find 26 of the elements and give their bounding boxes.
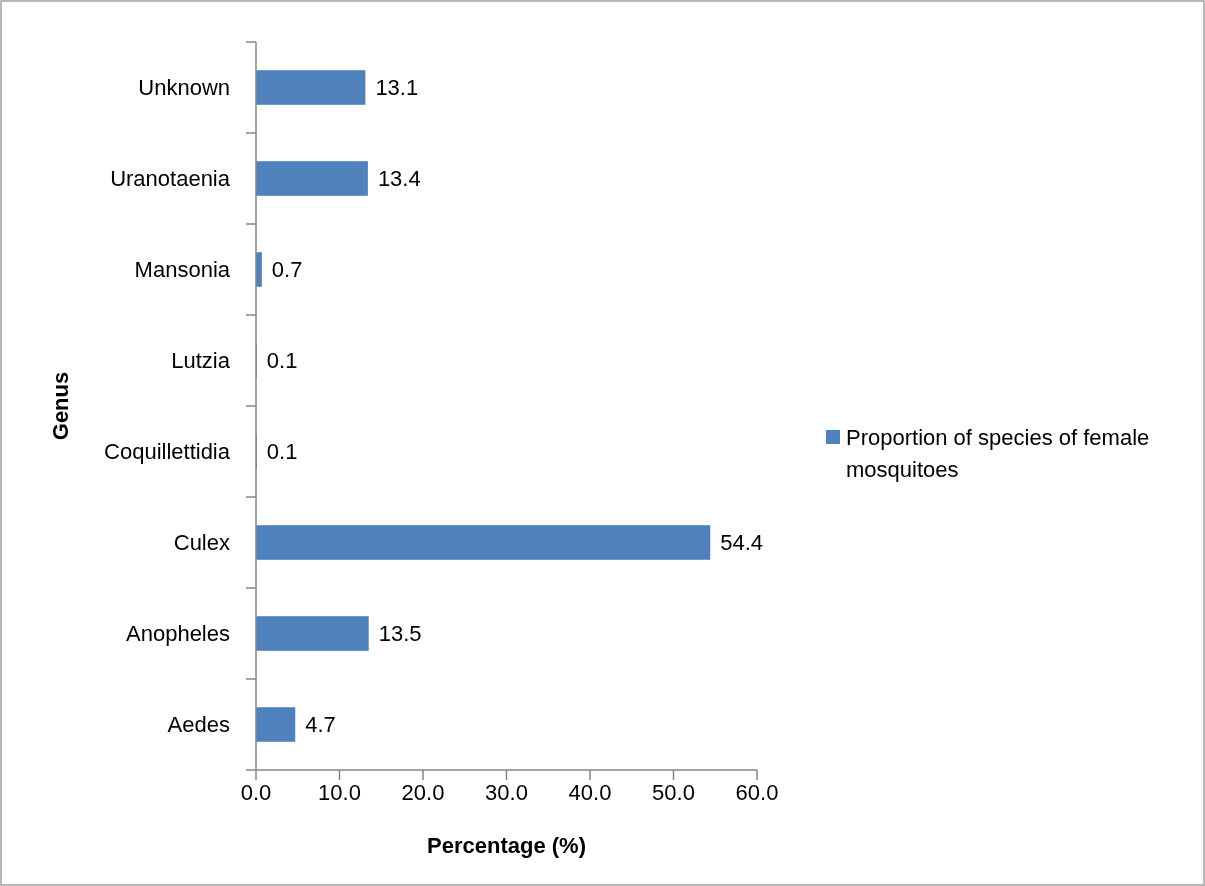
data-label: 0.1 [266, 439, 298, 465]
data-label: 0.1 [266, 348, 298, 374]
y-tick-label: Unknown [138, 75, 230, 101]
x-tick-label: 10.0 [318, 780, 361, 805]
y-tick-label: Aedes [167, 712, 230, 738]
x-tick-label: 60.0 [735, 780, 779, 805]
y-tick-label: Mansonia [134, 257, 231, 283]
x-tick-label: 30.0 [485, 780, 528, 805]
y-tick-label: Anopheles [126, 621, 230, 647]
data-label: 13.4 [377, 166, 421, 192]
x-tick-label: 50.0 [652, 780, 695, 805]
y-tick-label: Lutzia [171, 348, 231, 374]
y-axis-title: Genus [48, 371, 73, 441]
data-label: 13.1 [375, 75, 419, 101]
x-tick-label: 0.0 [240, 780, 272, 805]
x-tick-label: 40.0 [568, 780, 612, 805]
legend-label: Proportion of species of female mosquitoes [846, 424, 1150, 482]
data-label: 4.7 [305, 712, 336, 738]
y-tick-label: Uranotaenia [110, 166, 231, 192]
x-axis-title: Percentage (%) [427, 833, 586, 858]
data-label: 0.7 [271, 257, 303, 283]
x-tick-label: 20.0 [401, 780, 445, 805]
y-tick-label: Coquillettidia [104, 439, 231, 465]
data-label: 13.5 [378, 621, 422, 647]
data-label: 54.4 [720, 530, 764, 556]
y-tick-label: Culex [173, 530, 230, 556]
